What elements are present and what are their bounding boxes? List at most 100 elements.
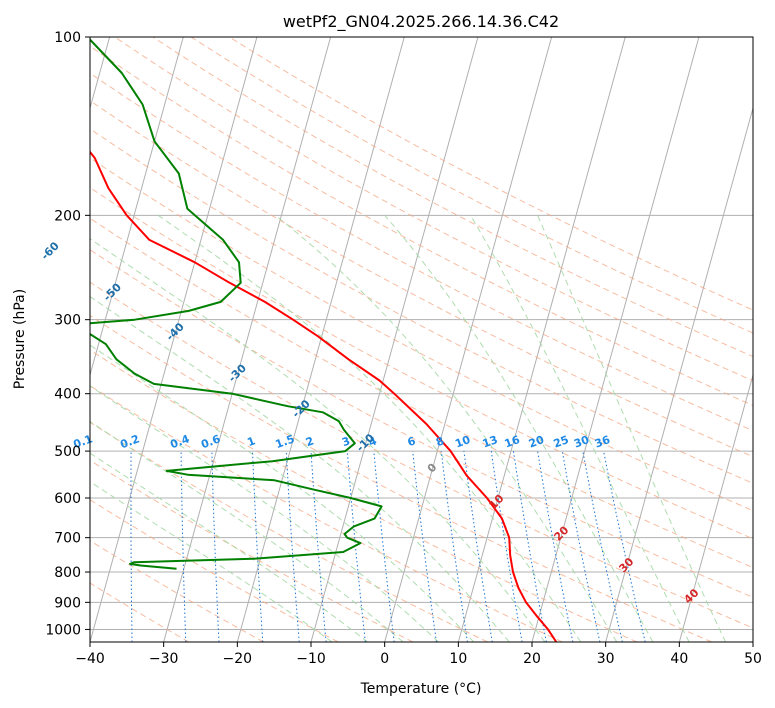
axis-ticks: −40 −30 −20 −10 0 10 20 30 40 5010020030040050060… [45, 30, 762, 667]
isotherm-label: 20 [551, 523, 571, 543]
temperature-line [90, 150, 558, 642]
mixing-ratio-label: 0.2 [118, 432, 141, 451]
moist-adiabat [90, 452, 368, 642]
dry-adiabat [90, 421, 488, 642]
mixing-ratio-line [512, 451, 547, 642]
mixing-ratio-label: 36 [593, 433, 612, 451]
dry-adiabat [90, 582, 190, 642]
mixing-ratio-label: 25 [552, 433, 571, 450]
mixing-ratio-label: 2 [304, 434, 316, 449]
mixing-ratio-line [537, 451, 574, 642]
y-tick-label: 600 [54, 491, 81, 507]
dry-adiabat [90, 217, 753, 569]
mixing-ratio-line [463, 451, 493, 642]
line-labels: 0.10.20.40.611.52346810131620253036-100-… [0, 197, 702, 607]
mixing-ratio-line [211, 451, 220, 642]
mixing-ratio-label: 6 [406, 434, 418, 449]
dry-adiabat [90, 157, 753, 512]
mixing-ratio-line [582, 451, 623, 642]
mixing-ratio-label: 13 [481, 433, 500, 450]
isotherm-label: -50 [101, 280, 124, 303]
x-tick-label: −40 [75, 651, 105, 667]
moist-adiabat [537, 215, 727, 642]
isotherm-line [605, 106, 753, 642]
x-axis-label: Temperature (°C) [360, 681, 482, 697]
dry-adiabat [90, 72, 753, 432]
mixing-ratio-label: 8 [434, 434, 446, 449]
x-tick-label: 30 [597, 651, 615, 667]
mixing-ratio-label: 20 [527, 433, 546, 451]
chart-title: wetPf2_GN04.2025.266.14.36.C42 [283, 12, 559, 32]
mixing-ratio-label: 1.5 [274, 432, 297, 451]
mixing-ratio-line [373, 451, 395, 642]
moist-adiabat [90, 238, 546, 642]
moist-adiabat [275, 214, 618, 642]
isotherm-line [384, 37, 553, 642]
mixing-ratio-line [82, 451, 84, 642]
mixing-ratio-label: 16 [503, 433, 522, 451]
mixing-ratio-line [130, 451, 133, 642]
isotherm-label: -20 [290, 397, 313, 420]
y-tick-label: 500 [54, 444, 81, 460]
moist-adiabat [384, 214, 654, 642]
profile-series [90, 38, 558, 642]
isotherm-label: 0 [425, 461, 440, 476]
y-tick-label: 800 [54, 565, 81, 581]
isotherm-line [163, 37, 332, 642]
x-tick-label: −30 [149, 651, 179, 667]
dry-adiabat [152, 37, 753, 358]
moist-adiabat [90, 481, 333, 642]
mixing-ratio-line [285, 451, 300, 642]
mixing-ratio-label: 4 [367, 434, 379, 449]
dry-adiabat [90, 314, 712, 642]
isotherm-label: -40 [164, 320, 187, 343]
mixing-ratio-line [603, 451, 646, 642]
dewpoint-line [90, 38, 383, 570]
dry-adiabat [90, 281, 753, 629]
y-tick-label: 200 [54, 208, 81, 224]
isotherm-line [90, 37, 258, 642]
isotherm-line [457, 37, 626, 642]
isotherm-label: 40 [681, 586, 701, 606]
dry-adiabat [90, 349, 638, 642]
moist-adiabat [157, 214, 582, 642]
moist-adiabat [90, 420, 404, 642]
x-tick-label: 20 [523, 651, 541, 667]
dry-adiabat [90, 249, 753, 598]
dry-adiabat [90, 540, 264, 642]
isotherm-label: 10 [487, 492, 507, 512]
x-tick-label: −20 [223, 651, 253, 667]
mixing-ratio-line [490, 451, 523, 642]
mixing-ratio-label: 0.6 [199, 432, 222, 451]
dry-adiabat [90, 187, 753, 540]
mixing-ratio-label: 0.4 [168, 432, 191, 451]
isotherm-label: -60 [39, 239, 62, 262]
dry-adiabat [90, 45, 753, 406]
x-tick-label: −10 [296, 651, 326, 667]
isotherm-line [678, 373, 753, 642]
y-tick-label: 900 [54, 595, 81, 611]
mixing-ratio-line [440, 451, 468, 642]
y-tick-label: 300 [54, 313, 81, 329]
mixing-ratio-line [412, 451, 437, 642]
y-tick-label: 400 [54, 387, 81, 403]
x-tick-label: 40 [670, 651, 688, 667]
y-tick-label: 1000 [45, 622, 81, 638]
x-tick-label: 0 [380, 651, 389, 667]
plot-frame [89, 36, 754, 643]
dry-adiabat [114, 37, 753, 382]
mixing-ratio-label: 1 [245, 434, 257, 449]
dry-adiabat [90, 128, 753, 484]
y-tick-label: 100 [54, 30, 81, 46]
isotherm-line [531, 37, 700, 642]
mixing-ratio-label: 3 [340, 434, 352, 449]
dry-adiabat [228, 37, 753, 311]
dry-adiabat [90, 100, 753, 458]
dry-adiabat [90, 459, 414, 642]
y-axis-label: Pressure (hPa) [12, 289, 28, 389]
moist-adiabat [90, 385, 439, 642]
x-tick-label: 50 [744, 651, 762, 667]
mixing-ratio-label: 10 [453, 433, 472, 451]
dry-adiabat [90, 384, 563, 642]
